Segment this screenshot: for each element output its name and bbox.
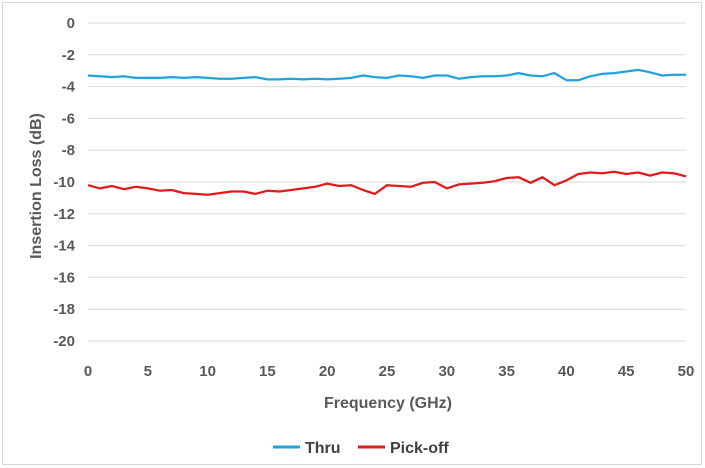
y-tick-label: -16: [53, 269, 75, 286]
y-axis-title: Insertion Loss (dB): [28, 113, 45, 259]
x-tick-label: 30: [438, 363, 455, 380]
x-tick-label: 40: [558, 363, 575, 380]
x-tick-label: 45: [618, 363, 635, 380]
x-tick-label: 5: [144, 363, 152, 380]
series-line-pick-off: [87, 170, 687, 196]
x-axis-title: Frequency (GHz): [324, 395, 452, 412]
y-tick-label: -4: [62, 79, 76, 96]
x-tick-label: 25: [379, 363, 396, 380]
x-tick-label: 0: [84, 363, 92, 380]
y-tick-label: -14: [53, 238, 75, 255]
y-tick-label: -8: [62, 142, 75, 159]
y-tick-label: -12: [53, 206, 75, 223]
y-tick-label: -18: [53, 301, 75, 318]
y-tick-label: -20: [53, 333, 75, 350]
legend-label: Pick-off: [390, 440, 449, 457]
insertion-loss-chart: 0 -2 -4 -6 -8 -10 -12 -14 -16 -18 -20 0 5 10 15 20 25 30…: [28, 15, 695, 457]
legend-label: Thru: [305, 440, 341, 457]
x-tick-label: 50: [678, 363, 695, 380]
series-line-thru: [87, 68, 686, 82]
legend: Thru Pick-off: [273, 440, 449, 457]
y-tick-labels: 0 -2 -4 -6 -8 -10 -12 -14 -16 -18 -20: [53, 15, 75, 350]
series-lines: [87, 68, 687, 196]
x-tick-label: 20: [319, 363, 336, 380]
y-tick-label: 0: [67, 15, 75, 32]
y-tick-label: -2: [62, 47, 75, 64]
x-tick-labels: 0 5 10 15 20 25 30 35 40 45 50: [84, 363, 695, 380]
x-tick-label: 35: [498, 363, 515, 380]
y-tick-label: -6: [62, 110, 75, 127]
x-tick-label: 15: [259, 363, 276, 380]
y-tick-label: -10: [53, 174, 75, 191]
x-tick-label: 10: [199, 363, 216, 380]
gridlines: [88, 22, 686, 342]
